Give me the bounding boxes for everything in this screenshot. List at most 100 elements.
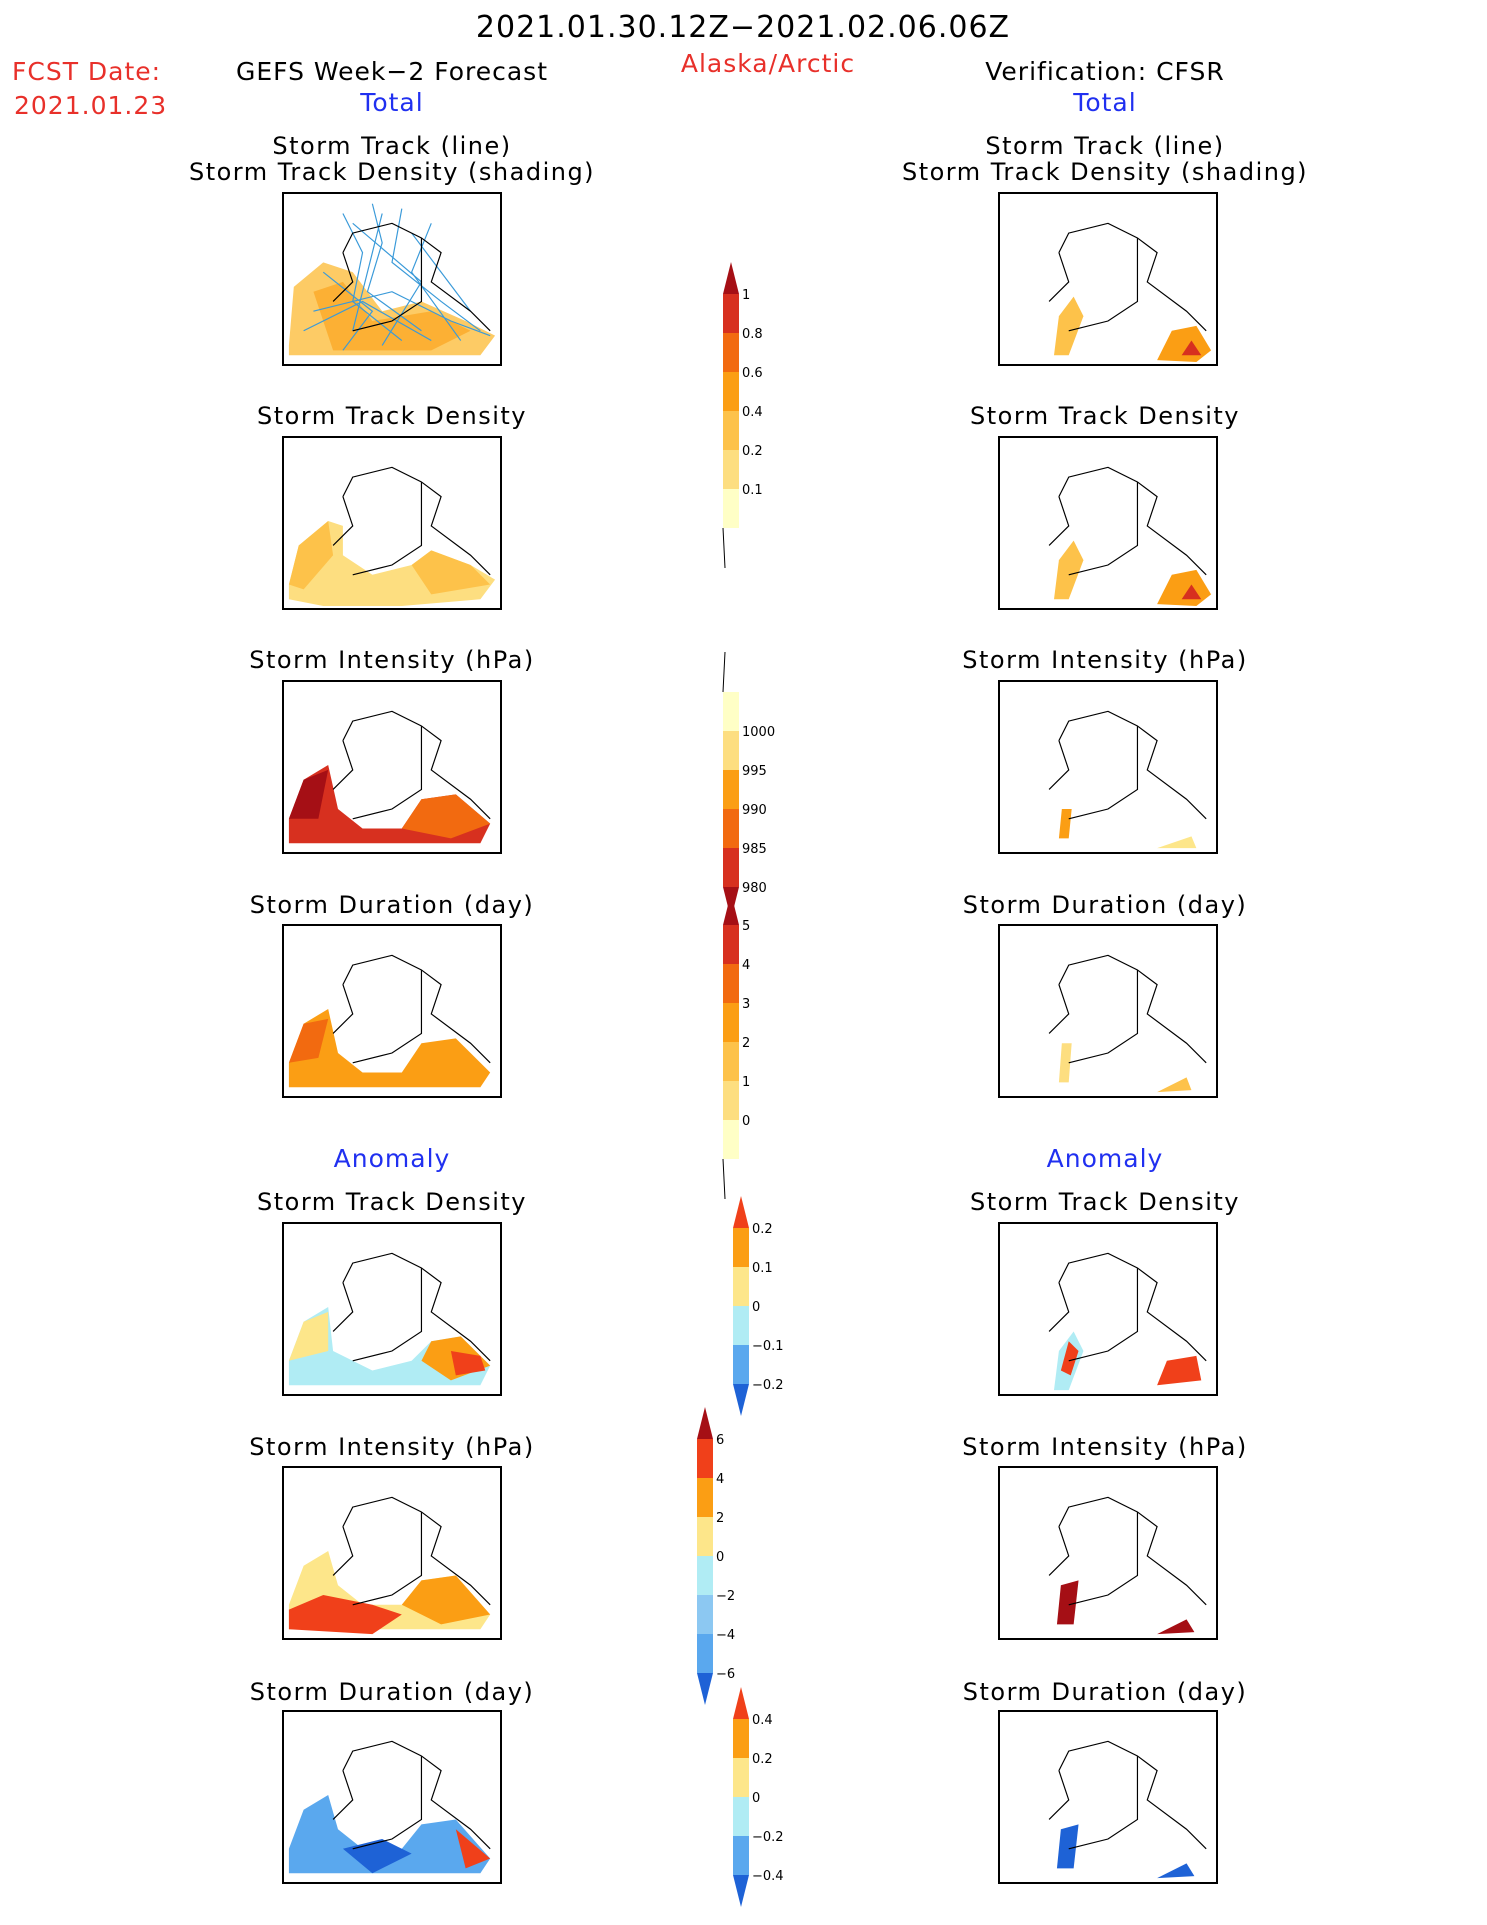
colorbar-segment — [733, 1836, 749, 1875]
forecast-title: GEFS Week−2 Forecast — [235, 57, 549, 86]
colorbar-label: −4 — [716, 1628, 735, 1643]
colorbar-segment — [733, 1758, 749, 1797]
colorbar-label: 985 — [742, 842, 767, 857]
colorbar-segment — [723, 1042, 739, 1081]
colorbar-segment — [723, 411, 739, 450]
colorbar-segment — [733, 1797, 749, 1836]
colorbar-arrow-bottom — [697, 1673, 713, 1705]
right-anom-intensity-title: Storm Intensity (hPa) — [962, 1433, 1248, 1461]
colorbar-segment — [697, 1634, 713, 1673]
colorbar-segment — [697, 1478, 713, 1517]
map-panel-verification-intensity — [998, 680, 1218, 854]
colorbar-segment — [697, 1595, 713, 1634]
colorbar-segment — [723, 294, 739, 333]
colorbar-label: 2 — [742, 1036, 750, 1051]
colorbar-intensity-total-svg: 1000 995 990 985 980 — [722, 651, 775, 919]
colorbar-label: 4 — [742, 958, 750, 973]
verification-title: Verification: CFSR — [985, 57, 1225, 86]
anomaly-label-right: Anomaly — [1046, 1144, 1164, 1173]
colorbar-label: 1 — [742, 1075, 750, 1090]
colorbar-label: −0.4 — [752, 1869, 784, 1884]
left-track-title-1: Storm Track (line) — [272, 132, 512, 160]
colorbar-label: −2 — [716, 1589, 735, 1604]
colorbar-density-anom-svg: 0.2 0.1 0 −0.1 −0.2 — [733, 1196, 784, 1416]
colorbar-arrow-bottom — [733, 1384, 749, 1416]
map-panel-verification-duration — [998, 924, 1218, 1098]
colorbar-segment — [733, 1228, 749, 1267]
colorbar-arrow-top — [733, 1196, 749, 1228]
colorbar-label: 980 — [742, 881, 767, 896]
colorbar-label: −0.2 — [752, 1378, 784, 1393]
colorbar-label: 0.6 — [742, 366, 763, 381]
colorbar-label: 6 — [716, 1433, 724, 1448]
left-anom-density-title: Storm Track Density — [257, 1188, 527, 1216]
right-density-title: Storm Track Density — [970, 402, 1240, 430]
colorbar-density-anom: 0.2 0.1 0 −0.1 −0.2 — [733, 1196, 813, 1420]
colorbar-label: 0 — [716, 1550, 724, 1565]
colorbar-arrow-top — [723, 262, 739, 294]
right-track-title-2: Storm Track Density (shading) — [901, 158, 1309, 186]
colorbar-label: 1000 — [742, 725, 775, 740]
colorbar-label: 0 — [742, 1114, 750, 1129]
left-duration-title: Storm Duration (day) — [249, 891, 535, 919]
colorbar-density-total: 1 0.8 0.6 0.4 0.2 0.1 — [722, 262, 803, 572]
colorbar-label: 2 — [716, 1511, 724, 1526]
colorbar-segment — [723, 1081, 739, 1120]
colorbar-segment — [733, 1306, 749, 1345]
colorbar-label: 990 — [742, 803, 767, 818]
colorbar-duration-anom-svg: 0.4 0.2 0 −0.2 −0.4 — [733, 1687, 784, 1907]
colorbar-arrow-top — [723, 893, 739, 925]
colorbar-segment — [697, 1517, 713, 1556]
left-anom-duration-title: Storm Duration (day) — [249, 1678, 535, 1706]
colorbar-intensity-anom-svg: 6 4 2 0 −2 −4 −6 — [697, 1407, 735, 1705]
colorbar-segment — [723, 1120, 739, 1159]
colorbar-segment — [723, 489, 739, 528]
fcst-date-label: FCST Date: — [12, 57, 162, 86]
anomaly-label-left: Anomaly — [333, 1144, 451, 1173]
colorbar-label: 4 — [716, 1472, 724, 1487]
colorbar-segment — [723, 731, 739, 770]
left-density-title: Storm Track Density — [257, 402, 527, 430]
colorbar-label: 1 — [742, 288, 750, 303]
colorbar-label: −6 — [716, 1667, 735, 1682]
map-panel-verification-anom-density — [998, 1222, 1218, 1396]
colorbar-label: 0.1 — [752, 1261, 773, 1276]
colorbar-segment — [723, 1003, 739, 1042]
colorbar-label: 0.4 — [752, 1713, 773, 1728]
right-intensity-title: Storm Intensity (hPa) — [962, 646, 1248, 674]
colorbar-tail — [722, 527, 726, 569]
colorbar-segment — [723, 372, 739, 411]
colorbar-tail — [722, 651, 726, 693]
colorbar-segment — [723, 692, 739, 731]
colorbar-segment — [723, 809, 739, 848]
colorbar-label: 995 — [742, 764, 767, 779]
map-panel-forecast-density — [282, 436, 502, 610]
colorbar-label: 0.2 — [752, 1222, 773, 1237]
colorbar-segment — [697, 1439, 713, 1478]
colorbar-label: 0.2 — [752, 1752, 773, 1767]
map-panel-verification-anom-intensity — [998, 1466, 1218, 1640]
colorbar-segment — [697, 1556, 713, 1595]
colorbar-arrow-top — [697, 1407, 713, 1439]
colorbar-tail — [722, 1158, 726, 1200]
fcst-date-value: 2021.01.23 — [14, 91, 168, 120]
total-label-right: Total — [1073, 88, 1137, 117]
colorbar-segment — [723, 925, 739, 964]
colorbar-label: −0.2 — [752, 1830, 784, 1845]
colorbar-intensity-anom: 6 4 2 0 −2 −4 −6 — [697, 1407, 777, 1709]
colorbar-arrow-top — [733, 1687, 749, 1719]
colorbar-label: 0.1 — [742, 483, 763, 498]
map-panel-forecast-intensity — [282, 680, 502, 854]
colorbar-intensity-total: 1000 995 990 985 980 — [722, 651, 803, 923]
left-track-title-2: Storm Track Density (shading) — [188, 158, 596, 186]
colorbar-arrow-bottom — [733, 1875, 749, 1907]
map-panel-verification-track — [998, 192, 1218, 366]
map-panel-forecast-anom-density — [282, 1222, 502, 1396]
date-range-title: 2021.01.30.12Z−2021.02.06.06Z — [475, 10, 1011, 45]
map-panel-verification-anom-duration — [998, 1710, 1218, 1884]
colorbar-segment — [723, 450, 739, 489]
colorbar-label: 5 — [742, 919, 750, 934]
colorbar-label: 0 — [752, 1300, 760, 1315]
right-anom-density-title: Storm Track Density — [970, 1188, 1240, 1216]
colorbar-segment — [733, 1719, 749, 1758]
